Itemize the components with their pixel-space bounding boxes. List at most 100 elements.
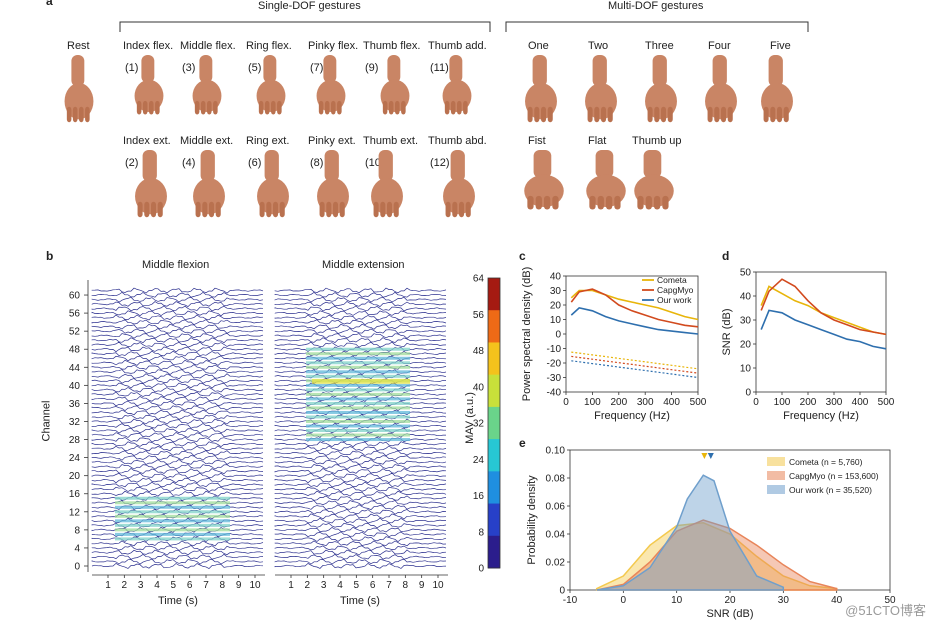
time-tick-label: 8: [220, 580, 226, 591]
colorbar-tick-label: 32: [473, 419, 485, 430]
time-tick-label: 5: [354, 580, 360, 591]
emg-activation-band: [306, 429, 410, 433]
emg-channel-trace: [91, 409, 264, 416]
hand-gesture-image: [316, 55, 346, 115]
gesture-number: (2): [125, 157, 139, 169]
emg-channel-trace: [91, 459, 264, 465]
colorbar-frame: [487, 277, 501, 569]
channel-tick-label: 16: [69, 489, 81, 500]
emg-channel-trace: [274, 301, 447, 308]
emg-time-axis-label-right: Time (s): [340, 595, 380, 607]
time-tick-label: 9: [236, 580, 242, 591]
emg-channel-trace: [274, 513, 447, 520]
panel-e-letter: e: [519, 436, 526, 450]
noise-floor-line: [571, 351, 699, 370]
y-tick-label: 0.02: [546, 558, 566, 569]
multi-dof-bracket: [505, 21, 809, 32]
emg-channel-trace: [91, 553, 264, 560]
emg-activation-band: [115, 496, 230, 500]
emg-channel-trace: [91, 436, 264, 443]
y-tick-label: -10: [547, 344, 562, 355]
y-tick-label: 50: [740, 268, 752, 279]
emg-channel-trace: [274, 445, 447, 452]
x-tick-label: 10: [671, 595, 683, 606]
emg-activation-band: [306, 424, 410, 428]
hand-gesture-image: [705, 55, 737, 123]
emg-time-axis-label-left: Time (s): [158, 595, 198, 607]
x-tick-label: 500: [878, 397, 895, 408]
hand-gesture-image: [442, 55, 472, 115]
emg-channel-trace: [274, 531, 447, 538]
emg-channel-trace: [91, 377, 264, 384]
watermark: @51CTO博客: [845, 603, 926, 618]
gesture-label: Ring ext.: [246, 135, 290, 147]
emg-channel-trace: [274, 337, 447, 344]
emg-activation-band: [306, 415, 410, 419]
emg-activation-band: [306, 383, 410, 387]
emg-activation-band: [306, 352, 410, 356]
y-tick-label: 10: [740, 364, 752, 375]
emg-channel-trace: [91, 323, 264, 330]
gesture-number: (6): [248, 157, 262, 169]
emg-channel-trace: [274, 540, 447, 547]
emg-channel-trace: [274, 341, 447, 348]
channel-tick-label: 32: [69, 417, 81, 428]
emg-activation-band: [115, 501, 230, 505]
gesture-number: (11): [430, 62, 449, 74]
emg-channel-trace: [274, 495, 447, 502]
emg-channel-trace: [91, 301, 264, 308]
emg-channel-trace: [91, 468, 264, 475]
x-tick-label: 30: [778, 595, 790, 606]
emg-channel-trace: [274, 472, 446, 479]
emg-activation-band: [306, 406, 410, 410]
emg-channel-trace: [274, 323, 447, 330]
emg-channel-trace: [91, 337, 264, 344]
emg-channel-trace: [91, 296, 264, 303]
time-tick-label: 6: [370, 580, 376, 591]
channel-tick-label: 8: [74, 525, 80, 536]
channel-tick-label: 20: [69, 471, 81, 482]
gesture-number: (9): [365, 62, 379, 74]
gesture-number: (8): [310, 157, 324, 169]
x-tick-label: 200: [800, 397, 817, 408]
y-tick-label: 30: [740, 316, 752, 327]
emg-channel-trace: [91, 445, 264, 452]
emg-channel-trace: [274, 549, 447, 556]
x-axis-label: Frequency (Hz): [783, 410, 859, 422]
emg-channel-trace: [274, 508, 447, 515]
noise-floor-line: [571, 355, 699, 374]
emg-channel-trace: [274, 418, 447, 425]
emg-activation-band: [115, 510, 230, 514]
emg-channel-trace: [274, 319, 447, 326]
time-tick-label: 6: [187, 580, 193, 591]
emg-activation-band: [115, 505, 230, 509]
gesture-label: Pinky ext.: [308, 135, 356, 147]
legend-swatch: [767, 457, 785, 466]
x-tick-label: 50: [884, 595, 896, 606]
rest-label: Rest: [67, 40, 90, 52]
legend-label: CapgMyo: [657, 285, 694, 295]
y-tick-label: 0.08: [546, 474, 566, 485]
emg-channel-trace: [91, 431, 264, 438]
emg-channel-trace: [274, 310, 447, 317]
x-tick-label: 300: [637, 397, 654, 408]
gesture-number: (4): [182, 157, 196, 169]
x-tick-label: 100: [584, 397, 601, 408]
legend-label: Our work (n = 35,520): [789, 485, 872, 495]
gesture-label: Two: [588, 40, 609, 52]
emg-channel-trace: [91, 549, 264, 556]
time-tick-label: 4: [337, 580, 343, 591]
emg-channel-trace: [91, 405, 264, 412]
panel-a-letter: a: [46, 0, 53, 8]
colorbar-tick-label: 56: [473, 310, 485, 321]
legend-label: Our work: [657, 295, 692, 305]
colorbar-tick-label: 40: [473, 382, 485, 393]
emg-channel-trace: [91, 369, 264, 375]
hand-gesture-image: [525, 55, 557, 123]
emg-channel-trace: [91, 490, 264, 497]
channel-tick-label: 36: [69, 399, 81, 410]
x-tick-label: 400: [852, 397, 869, 408]
x-axis-label: SNR (dB): [706, 608, 753, 620]
